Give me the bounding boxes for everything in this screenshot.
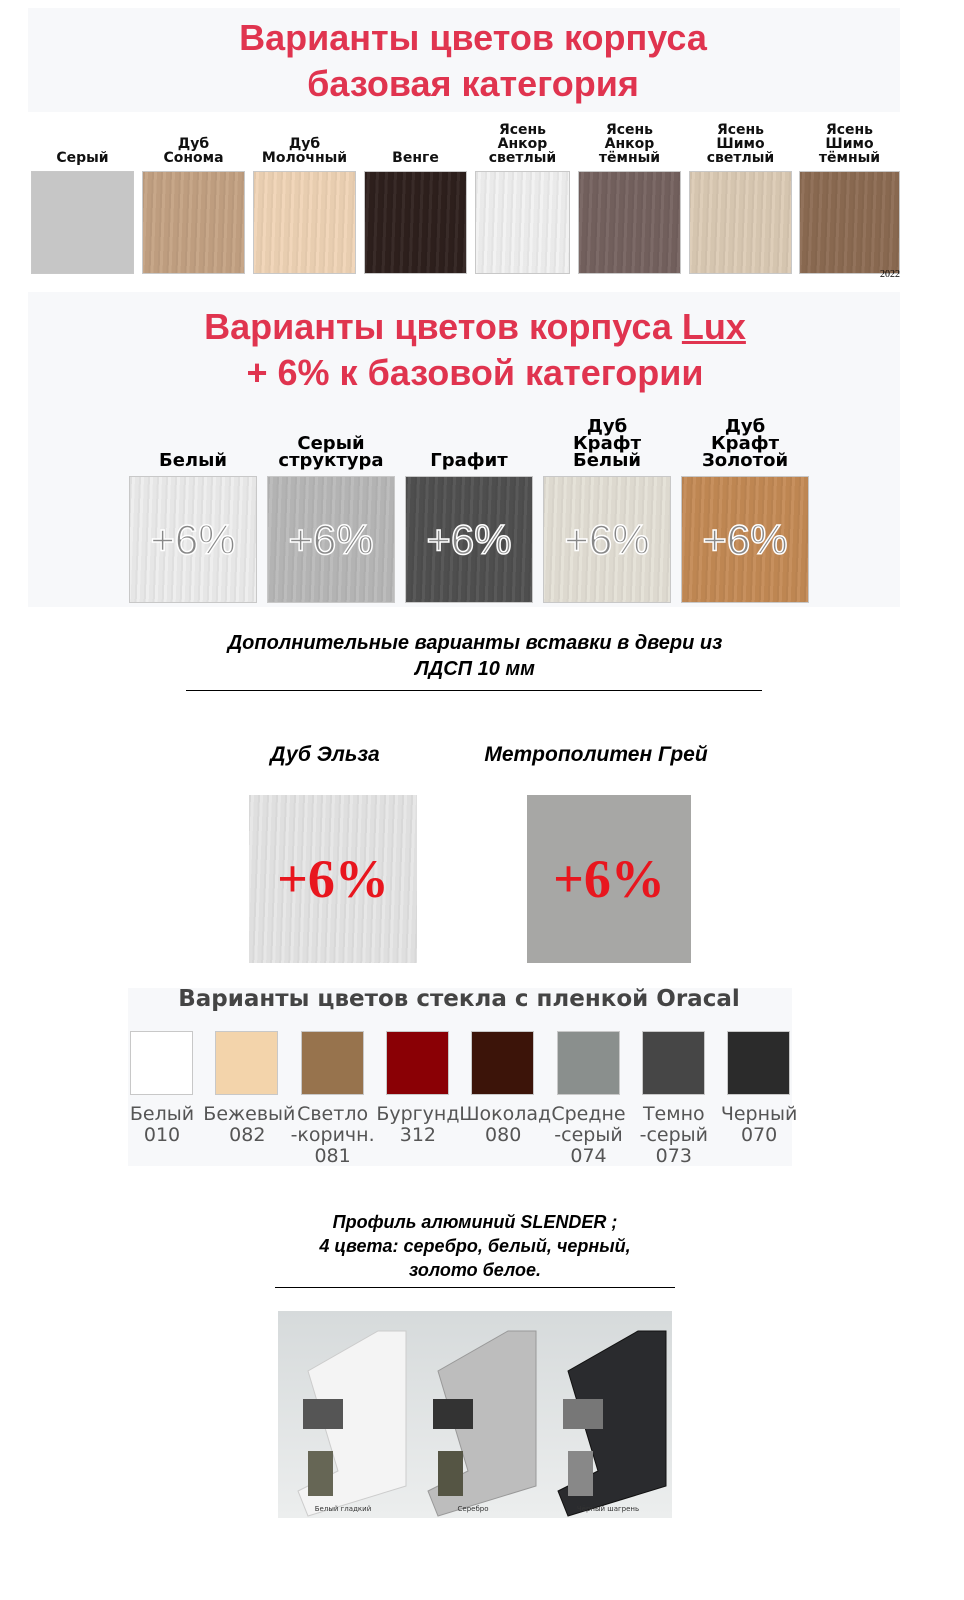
- glass-label: Темно -серый 073: [639, 1103, 708, 1167]
- glass-title-text: Варианты цветов стекла с пленкой Oracal: [178, 986, 740, 1012]
- glass-swatch: [556, 1031, 620, 1095]
- divider: [275, 1287, 675, 1288]
- insert-label: Метрополитен Грей: [484, 743, 708, 766]
- profile-white: [297, 1330, 407, 1517]
- color-swatch: [364, 171, 467, 274]
- swatch-label: Ясень Шимо тёмный: [818, 122, 881, 166]
- swatch-label: Ясень Анкор светлый: [488, 122, 557, 166]
- lux-swatch: +6%: [267, 476, 395, 603]
- glass-label: Светло -коричн. 081: [290, 1103, 375, 1167]
- glass-swatch: [130, 1031, 193, 1095]
- base-title: Варианты цветов корпуса базовая категори…: [0, 15, 946, 107]
- color-swatch: [578, 171, 681, 274]
- color-swatch: [475, 171, 570, 274]
- profile-silver: [427, 1330, 537, 1517]
- glass-swatch: [641, 1031, 705, 1095]
- glass-label: Шоколад 080: [459, 1103, 552, 1146]
- lux-swatch-label: Дуб Крафт Белый: [572, 416, 642, 471]
- profile-black: [557, 1330, 667, 1517]
- year-label: 2022: [880, 269, 900, 280]
- swatch-label: Венге: [392, 150, 439, 166]
- inserts-heading: Дополнительные варианты вставки в двери …: [227, 632, 723, 680]
- color-swatch: [799, 171, 900, 274]
- lux-swatch: +6%: [129, 476, 257, 603]
- glass-swatch: [385, 1031, 449, 1095]
- glass-label: Черный 070: [720, 1103, 798, 1146]
- lux-title: Варианты цветов корпуса Lux + 6% к базов…: [0, 304, 950, 396]
- lux-swatch-label: Дуб Крафт Золотой: [701, 416, 789, 471]
- lux-title-lux: Lux: [681, 306, 746, 347]
- base-title-line1: Варианты цветов корпуса: [239, 17, 707, 58]
- base-title-line2: базовая категория: [307, 63, 639, 104]
- swatch-label: Ясень Шимо светлый: [706, 122, 775, 166]
- glass-title: Варианты цветов стекла с пленкой Oracal: [128, 986, 920, 1012]
- divider: [186, 690, 762, 691]
- glass-label: Бежевый 082: [203, 1103, 296, 1146]
- swatch-label: Ясень Анкор тёмный: [598, 122, 661, 166]
- glass-swatch: [727, 1031, 791, 1095]
- profile-image: Белый гладкий Серебро Чёрный шагрень: [278, 1311, 672, 1518]
- color-swatch: [689, 171, 792, 274]
- lux-swatch-label: Белый: [158, 450, 227, 471]
- swatch-label: Серый: [56, 150, 109, 166]
- color-swatch: [142, 171, 245, 274]
- lux-swatch: +6%: [681, 476, 809, 603]
- caption-black: Чёрный шагрень: [576, 1505, 640, 1513]
- caption-silver: Серебро: [457, 1505, 489, 1513]
- insert-label: Дуб Эльза: [270, 743, 380, 766]
- color-swatch: [253, 171, 356, 274]
- lux-swatch-label: Графит: [430, 450, 508, 471]
- lux-title-prefix: Варианты цветов корпуса: [204, 306, 682, 347]
- glass-label: Бургунд 312: [376, 1103, 460, 1146]
- lux-swatch: +6%: [543, 476, 671, 603]
- insert-swatch: +6%: [249, 795, 417, 963]
- profile-text: Профиль алюминий SLENDER ; 4 цвета: сере…: [319, 1212, 631, 1280]
- lux-title-line2: + 6% к базовой категории: [246, 352, 704, 393]
- glass-label: Средне -серый 074: [551, 1103, 626, 1167]
- glass-swatch: [300, 1031, 364, 1095]
- base-title-band: [28, 8, 900, 112]
- glass-swatch: [215, 1031, 279, 1095]
- profile-illustration: [297, 1330, 667, 1517]
- swatch-label: Дуб Сонома: [163, 136, 224, 166]
- lux-swatch-label: Серый структура: [278, 433, 384, 471]
- color-swatch: [31, 171, 134, 274]
- lux-swatch: +6%: [405, 476, 533, 603]
- glass-label: Белый 010: [129, 1103, 195, 1146]
- glass-swatch: [471, 1031, 535, 1095]
- caption-white: Белый гладкий: [314, 1505, 372, 1513]
- swatch-label: Дуб Молочный: [261, 136, 348, 166]
- insert-swatch: +6%: [527, 795, 691, 963]
